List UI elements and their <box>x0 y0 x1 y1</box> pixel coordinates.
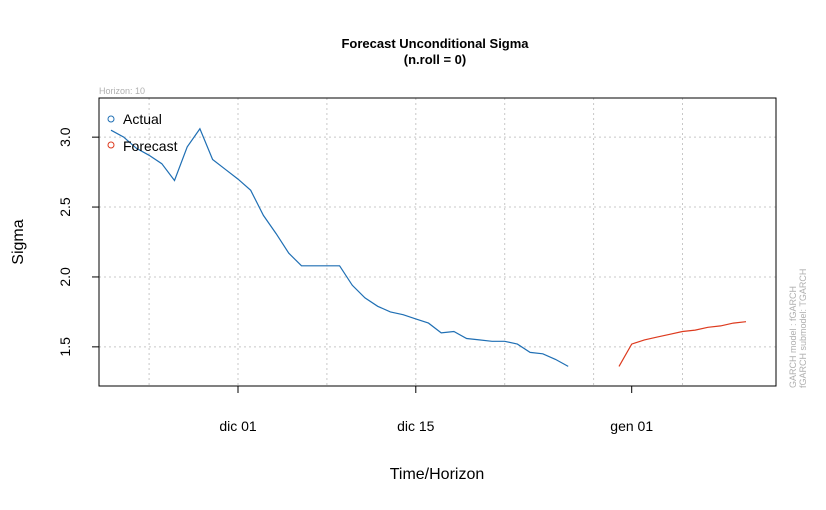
x-tick-label: dic 15 <box>397 418 435 434</box>
y-tick-label: 3.0 <box>57 127 73 147</box>
x-tick-label: dic 01 <box>219 418 257 434</box>
legend-marker-actual <box>107 115 115 123</box>
grid-layer <box>99 98 776 386</box>
series-line-forecast <box>618 321 747 367</box>
legend: Actual Forecast <box>107 111 178 154</box>
series-layer <box>110 127 747 367</box>
series-line-actual <box>110 127 569 367</box>
horizon-note: Horizon: 10 <box>99 86 145 96</box>
y-axis-label: Sigma <box>10 219 27 264</box>
legend-marker-forecast <box>107 141 115 149</box>
side-note-submodel: fGARCH submodel: TGARCH <box>798 269 808 388</box>
chart-subtitle: (n.roll = 0) <box>404 52 466 67</box>
plot-frame <box>98 97 777 387</box>
x-tick-label: gen 01 <box>610 418 653 434</box>
axis-layer: dic 01 dic 15 gen 01 1.5 2.0 2.5 3.0 <box>57 127 653 434</box>
y-tick-label: 2.5 <box>57 197 73 217</box>
x-axis-label: Time/Horizon <box>390 466 485 483</box>
y-tick-label: 2.0 <box>57 267 73 287</box>
y-tick-label: 1.5 <box>57 337 73 357</box>
side-note-model: GARCH model : fGARCH <box>788 286 798 388</box>
legend-label-forecast: Forecast <box>123 138 178 154</box>
legend-label-actual: Actual <box>123 111 162 127</box>
chart-title: Forecast Unconditional Sigma <box>341 36 529 51</box>
